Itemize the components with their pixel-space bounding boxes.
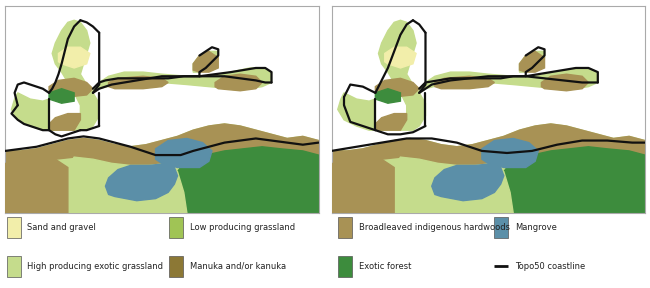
- Polygon shape: [93, 68, 272, 93]
- Text: Exotic forest: Exotic forest: [359, 262, 411, 271]
- Bar: [494, 217, 508, 238]
- Text: Sand and gravel: Sand and gravel: [27, 223, 96, 232]
- Polygon shape: [5, 124, 318, 213]
- Polygon shape: [12, 93, 49, 130]
- Polygon shape: [155, 139, 212, 168]
- Polygon shape: [5, 124, 318, 165]
- Polygon shape: [332, 124, 645, 213]
- Text: Topo50 coastline: Topo50 coastline: [515, 262, 585, 271]
- Bar: [338, 256, 352, 277]
- Polygon shape: [49, 78, 93, 97]
- Polygon shape: [519, 51, 545, 72]
- Polygon shape: [375, 78, 419, 97]
- Polygon shape: [419, 68, 598, 93]
- Polygon shape: [432, 163, 504, 201]
- Polygon shape: [193, 51, 218, 72]
- Polygon shape: [375, 89, 400, 103]
- Polygon shape: [49, 20, 99, 130]
- Polygon shape: [385, 47, 416, 68]
- Text: High producing exotic grassland: High producing exotic grassland: [27, 262, 163, 271]
- Polygon shape: [332, 124, 645, 165]
- Polygon shape: [394, 157, 514, 213]
- Polygon shape: [435, 76, 495, 89]
- Polygon shape: [177, 147, 318, 213]
- Polygon shape: [338, 93, 375, 130]
- Polygon shape: [58, 47, 90, 68]
- Text: Broadleaved indigenous hardwoods: Broadleaved indigenous hardwoods: [359, 223, 510, 232]
- Polygon shape: [49, 89, 74, 103]
- Polygon shape: [68, 157, 187, 213]
- Text: Low producing grassland: Low producing grassland: [190, 223, 295, 232]
- Polygon shape: [5, 159, 68, 213]
- Bar: [338, 217, 352, 238]
- Polygon shape: [109, 76, 168, 89]
- Text: Mangrove: Mangrove: [515, 223, 556, 232]
- Polygon shape: [193, 51, 218, 72]
- Polygon shape: [375, 20, 426, 130]
- Text: Manuka and/or kanuka: Manuka and/or kanuka: [190, 262, 286, 271]
- Polygon shape: [482, 139, 538, 168]
- Bar: [169, 256, 183, 277]
- Polygon shape: [375, 113, 407, 130]
- Polygon shape: [541, 74, 588, 91]
- Bar: [169, 217, 183, 238]
- Polygon shape: [519, 51, 545, 72]
- Polygon shape: [49, 113, 81, 130]
- Polygon shape: [215, 74, 262, 91]
- Bar: [6, 217, 21, 238]
- Bar: [6, 256, 21, 277]
- Polygon shape: [332, 159, 394, 213]
- Polygon shape: [105, 163, 177, 201]
- Polygon shape: [504, 147, 645, 213]
